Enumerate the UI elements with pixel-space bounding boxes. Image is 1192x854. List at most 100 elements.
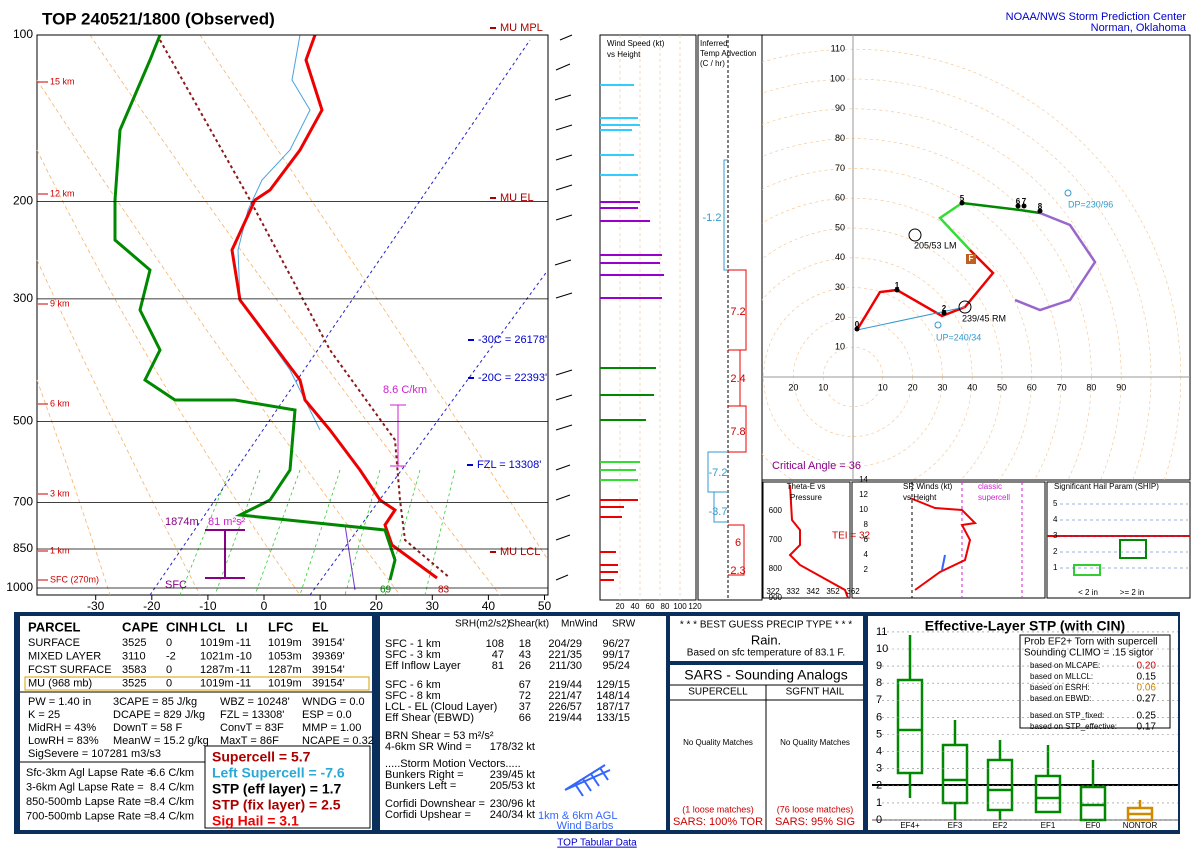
adv-value: -3.7 (709, 506, 728, 518)
label: 8.4 C/km (150, 781, 194, 793)
level-label: MU EL (500, 192, 534, 204)
wind-tick: 100 (673, 602, 687, 611)
label: 148/14 (596, 690, 630, 702)
ring-label: 60 (835, 193, 845, 203)
kinematic-panel (380, 616, 666, 830)
label: Based on sfc temperature of 83.1 F. (687, 648, 845, 659)
adv-value: -7.2 (709, 467, 728, 479)
label: UP=240/34 (936, 332, 981, 342)
hodo-point (854, 326, 860, 332)
height-label: 9 km (50, 298, 70, 308)
label: (76 loose matches) (777, 804, 854, 814)
ship-tick: 5 (1053, 499, 1058, 508)
label: 1874m (165, 516, 199, 528)
label: 187/17 (596, 701, 630, 713)
label: 219/44 (548, 679, 582, 691)
level-label: FZL = 13308' (477, 459, 541, 471)
label: 219/44 (548, 712, 582, 724)
label: >= 2 in (1120, 588, 1144, 597)
label: 211/30 (549, 660, 582, 672)
stp-category: EF4+ (900, 821, 920, 830)
label: 1 (895, 281, 900, 290)
label: 205/53 kt (490, 780, 535, 792)
stp-tick: 10 (876, 643, 888, 655)
label: 37 (519, 701, 531, 713)
label: No Quality Matches (780, 738, 850, 747)
ship-box (1073, 564, 1101, 576)
height-label: SFC (270m) (50, 574, 99, 584)
hodo-trace (1014, 211, 1097, 312)
label: MnWind (561, 619, 598, 630)
label: 14 (859, 475, 868, 484)
label: 4-6km SR Wind = (385, 741, 472, 753)
label: 178/32 kt (490, 741, 535, 753)
hodo-point (1037, 208, 1043, 214)
stp-category: EF1 (1041, 821, 1056, 830)
label: 0.20 (1137, 661, 1157, 672)
height-label: 3 km (50, 488, 70, 498)
adv-bar (728, 269, 747, 576)
table-cell: 1287m (268, 664, 302, 676)
label: SFC - 6 km (385, 679, 441, 691)
table-cell: 1287m (200, 664, 234, 676)
table-cell: 1019m (268, 677, 302, 689)
composite-index: STP (eff layer) = 1.7 (212, 781, 342, 797)
label: 67 (519, 679, 531, 691)
ring-label: 70 (835, 163, 845, 173)
table-cell: 3110 (122, 650, 146, 662)
label: 700-500mb Lapse Rate = (26, 810, 150, 822)
dewpoint-trace (113, 34, 397, 581)
index: PW = 1.40 in (28, 696, 91, 708)
adv-value: 6 (735, 537, 741, 549)
table-cell: 0 (166, 637, 172, 649)
stp-tick: 5 (876, 728, 882, 740)
ring-label: 110 (831, 44, 845, 54)
stp-tick: 11 (876, 626, 887, 638)
prob-box (1019, 634, 1171, 729)
label: classic (978, 482, 1002, 491)
tabular-link[interactable]: TOP Tabular Data (557, 838, 637, 849)
label: 342 (806, 587, 820, 596)
label: Wind Barbs (557, 820, 614, 832)
pressure-label: 500 (13, 414, 33, 428)
table-cell: 39154' (312, 637, 345, 649)
ship-frame (1046, 481, 1191, 599)
pressure-label: 200 (13, 194, 33, 208)
label: 108 (486, 638, 504, 650)
wind-speed-bars (600, 84, 664, 581)
index: SigSevere = 107281 m3/s3 (28, 748, 161, 760)
hodo-x-label: 40 (967, 382, 977, 392)
ship-tick: 1 (1053, 563, 1058, 572)
label: Sfc-3km Agl Lapse Rate = (26, 767, 153, 779)
label: based on MLLCL: (1030, 672, 1093, 681)
index: DownT = 58 F (113, 722, 182, 734)
label: SFC - 8 km (385, 690, 441, 702)
index: LowRH = 83% (28, 735, 99, 747)
hodo-x-label: 70 (1057, 382, 1067, 392)
label: 43 (519, 649, 531, 661)
table-header: EL (312, 619, 329, 634)
table-cell: 39369' (312, 650, 345, 662)
hodo-trace (961, 201, 1041, 215)
stp-category: EF0 (1086, 821, 1101, 830)
adv-value: 7.8 (730, 426, 745, 438)
label: SGFNT HAIL (786, 687, 845, 698)
wind-panel-frame (599, 34, 697, 601)
precip-panel (670, 616, 863, 661)
table-cell: -2 (166, 650, 176, 662)
height-label: 1 km (50, 545, 70, 555)
index: MMP = 1.00 (302, 722, 361, 734)
forecast-motion (966, 254, 976, 264)
table-cell: -11 (236, 637, 251, 649)
label: SUPERCELL (688, 687, 748, 698)
adv-bar (707, 451, 728, 523)
pressure-label: 100 (13, 27, 33, 41)
label: 8 (1038, 202, 1043, 211)
index: ConvT = 83F (220, 722, 284, 734)
label: Theta-E vs (787, 482, 826, 491)
org: NOAA/NWS Storm Prediction Center (1006, 11, 1187, 23)
stp-tick: 2 (876, 780, 882, 792)
label: LCL - EL (Cloud Layer) (385, 701, 497, 713)
label: Corfidi Upshear = (385, 809, 471, 821)
temp-label: 40 (482, 599, 496, 613)
